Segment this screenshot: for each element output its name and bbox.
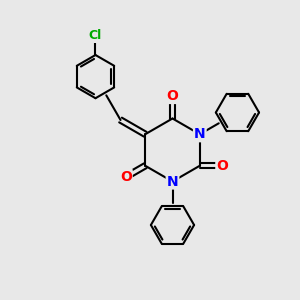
Text: N: N bbox=[194, 127, 206, 141]
Text: O: O bbox=[120, 170, 132, 184]
Text: N: N bbox=[167, 175, 178, 188]
Text: O: O bbox=[167, 89, 178, 103]
Text: O: O bbox=[216, 159, 228, 173]
Text: Cl: Cl bbox=[89, 29, 102, 42]
